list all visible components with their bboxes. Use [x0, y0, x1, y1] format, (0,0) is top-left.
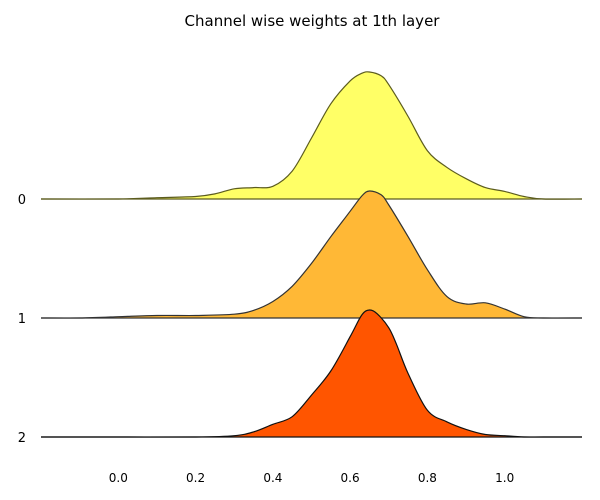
ridge-fill-2: [41, 309, 582, 438]
x-tick-label: 0.2: [186, 471, 205, 485]
ridges-layer: [40, 71, 583, 438]
x-tick-label: 0.6: [341, 471, 360, 485]
ridge-fill-1: [41, 190, 582, 319]
y-axis-labels: 0 1 2: [18, 193, 26, 446]
ridge-outline-1: [40, 190, 583, 319]
x-tick-label: 0.0: [109, 471, 128, 485]
y-label-2: 2: [18, 431, 26, 446]
ridge-fill-0: [41, 71, 582, 200]
ridge-outline-0: [40, 71, 583, 200]
x-tick-label: 1.0: [495, 471, 514, 485]
ridge-outline-2: [41, 309, 582, 438]
y-label-1: 1: [18, 312, 26, 327]
y-label-0: 0: [18, 193, 26, 208]
x-tick-label: 0.4: [263, 471, 282, 485]
chart-title: Channel wise weights at 1th layer: [185, 12, 441, 30]
x-axis-ticks: 0.0 0.2 0.4 0.6 0.8 1.0: [109, 471, 514, 485]
x-tick-label: 0.8: [418, 471, 437, 485]
